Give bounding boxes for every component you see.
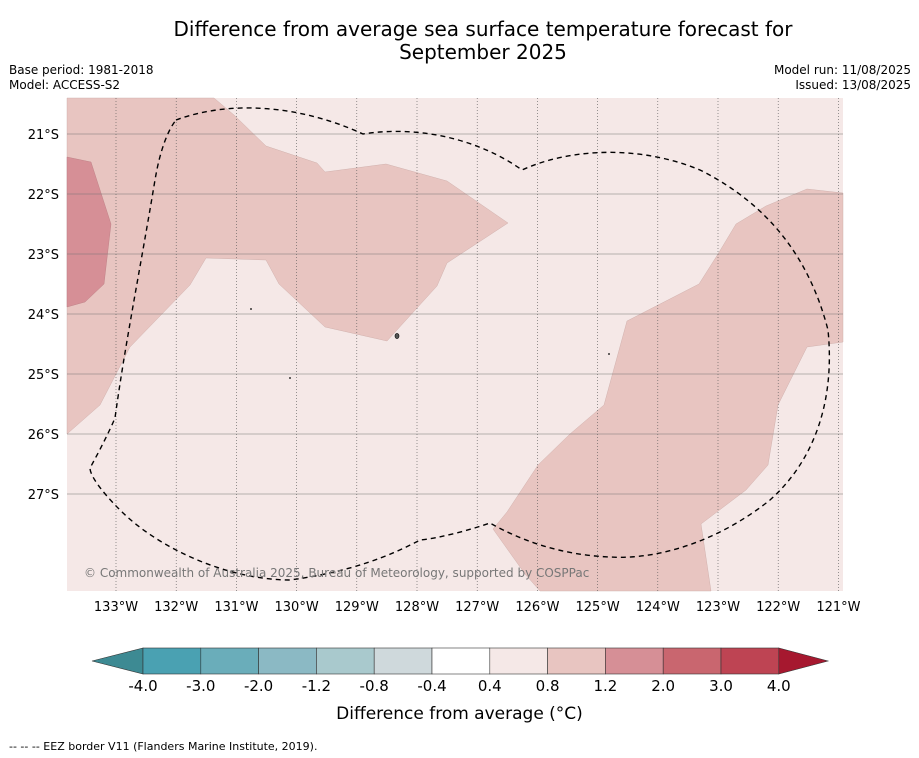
colorbar-label: -2.0 (243, 677, 274, 695)
lon-tick-label: 133°W (94, 600, 138, 615)
colorbar-label: -1.2 (301, 677, 332, 695)
sst-map: © Commonwealth of Australia 2025, Bureau… (28, 97, 861, 675)
colorbar-title: Difference from average (°C) (336, 704, 583, 724)
lon-tick-label: 122°W (756, 600, 800, 615)
colorbar-swatch (316, 647, 375, 675)
base-period: Base period: 1981-2018 (9, 63, 154, 77)
colorbar (91, 647, 830, 675)
colorbar-swatch (431, 647, 491, 675)
colorbar-swatch (200, 647, 259, 675)
lat-tick-label: 21°S (28, 128, 59, 143)
eez-border (89, 107, 831, 581)
colorbar-swatch (142, 647, 202, 675)
island-small-2 (289, 377, 291, 379)
meta-left: Base period: 1981-2018 Model: ACCESS-S2 (9, 63, 154, 93)
island-ducie (394, 333, 400, 339)
colorbar-extend-high (778, 647, 830, 675)
lon-tick-label: 127°W (455, 600, 499, 615)
colorbar-swatch (258, 647, 317, 675)
issued-date: Issued: 13/08/2025 (795, 78, 911, 92)
colorbar-label: -0.8 (359, 677, 389, 695)
model-name: Model: ACCESS-S2 (9, 78, 121, 92)
island-small-1 (250, 308, 252, 310)
model-run: Model run: 11/08/2025 (773, 63, 911, 77)
colorbar-swatch (720, 647, 780, 675)
lon-tick-label: 132°W (154, 600, 198, 615)
meta-right: Model run: 11/08/2025 Issued: 13/08/2025 (774, 63, 911, 93)
colorbar-label: 0.4 (477, 677, 502, 695)
colorbar-extend-low (91, 647, 144, 675)
anomaly-region-southeast (492, 188, 844, 592)
title-line-2: September 2025 (399, 40, 567, 64)
colorbar-swatch (489, 647, 548, 675)
colorbar-label: -0.4 (417, 677, 447, 695)
lon-tick-label: 126°W (515, 600, 559, 615)
colorbar-label: 3.0 (709, 677, 733, 695)
lon-tick-label: 124°W (636, 600, 680, 615)
lat-tick-label: 22°S (28, 188, 59, 203)
lon-tick-label: 121°W (816, 600, 860, 615)
colorbar-label: -4.0 (128, 677, 158, 695)
colorbar-label: -3.0 (186, 677, 216, 695)
lat-tick-label: 25°S (28, 368, 59, 383)
colorbar-label: 4.0 (766, 677, 791, 695)
eez-source-note: -- -- -- EEZ border V11 (Flanders Marine… (9, 740, 318, 753)
colorbar-swatch (605, 647, 664, 675)
longitude-ticks: 133°W 132°W 131°W 130°W 129°W 128°W 127°W 126°W… (94, 600, 861, 615)
colorbar-swatch (547, 647, 606, 675)
island-small-3 (608, 353, 610, 355)
lat-tick-label: 27°S (28, 488, 59, 503)
colorbar-label: 1.2 (593, 677, 618, 695)
lat-tick-label: 23°S (28, 248, 59, 263)
lon-tick-label: 125°W (576, 600, 620, 615)
lon-tick-label: 131°W (214, 600, 258, 615)
title-line-1: Difference from average sea surface temp… (173, 17, 793, 41)
lon-tick-label: 130°W (275, 600, 319, 615)
latitude-ticks: 21°S 22°S 23°S 24°S 25°S 26°S 27°S (28, 128, 59, 503)
lon-tick-label: 128°W (395, 600, 439, 615)
colorbar-label: 2.0 (651, 677, 676, 695)
map-credit: © Commonwealth of Australia 2025, Bureau… (84, 566, 589, 580)
page-title: Difference from average sea surface temp… (0, 18, 919, 64)
lon-tick-label: 123°W (696, 600, 740, 615)
lat-tick-label: 24°S (28, 308, 59, 323)
colorbar-swatch (662, 647, 722, 675)
anomaly-region-northwest (66, 97, 509, 435)
lat-tick-label: 26°S (28, 428, 59, 443)
lon-tick-label: 129°W (335, 600, 379, 615)
colorbar-label: 0.8 (535, 677, 560, 695)
anomaly-region-west-strong (66, 156, 112, 308)
colorbar-swatch (373, 647, 433, 675)
grid-lines (67, 98, 843, 591)
